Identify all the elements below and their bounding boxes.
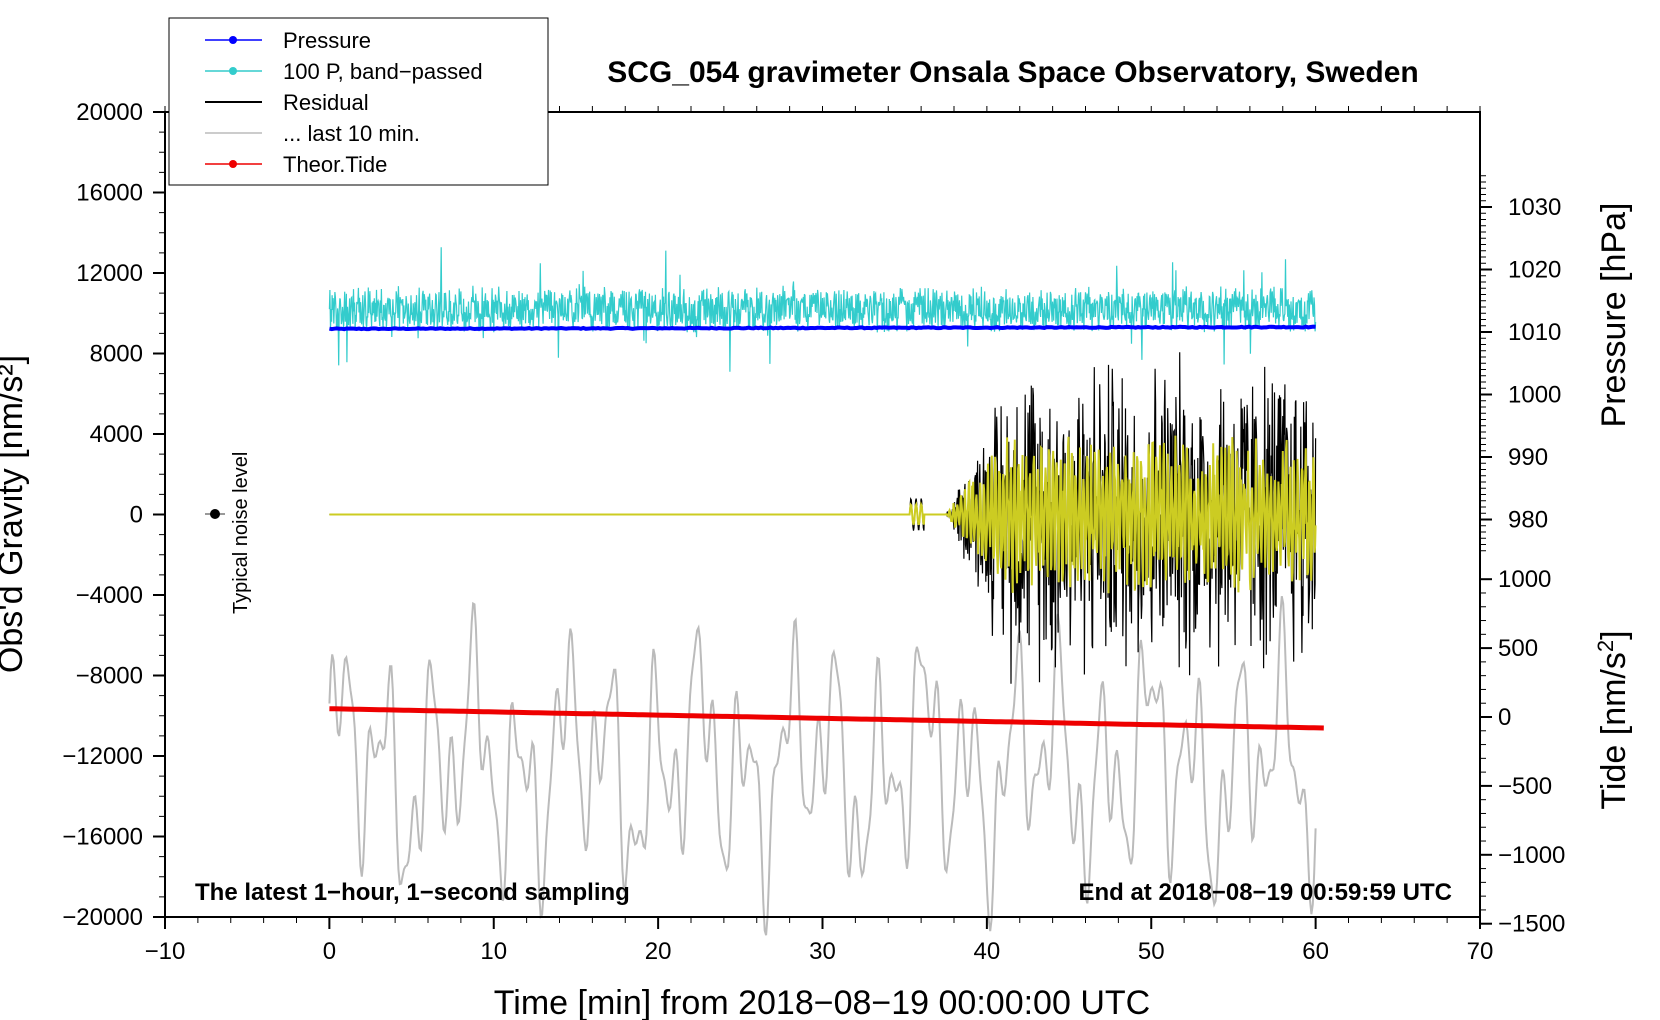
y-axis-label-pressure: Pressure [hPa] — [1595, 203, 1633, 428]
band-passed-line — [328, 247, 1317, 372]
y-tick-label: 16000 — [76, 180, 143, 207]
tide-tick-label: 1000 — [1498, 566, 1551, 593]
legend-label: ... last 10 min. — [283, 121, 420, 146]
last-10-min-line — [328, 596, 1317, 936]
legend-marker — [229, 67, 237, 75]
x-axis-ticks: −10 0 10 20 30 40 50 60 70 — [145, 106, 1494, 965]
pressure-tick-label: 1010 — [1508, 319, 1561, 346]
pressure-line — [329, 324, 1316, 332]
y-axis-ticks: −20000 −16000 −12000 −8000 −4000 0 4000 8000 120… — [62, 99, 165, 931]
pressure-tick-label: 1020 — [1508, 257, 1561, 284]
legend-marker — [229, 160, 237, 168]
noise-label: Typical noise level — [230, 452, 252, 614]
y-tick-label: −4000 — [76, 582, 143, 609]
x-tick-label: 50 — [1138, 938, 1165, 965]
y-tick-label: 4000 — [90, 421, 143, 448]
tide-axis-ticks: −1500 −1000 −500 0 500 1000 — [1480, 566, 1565, 938]
x-tick-label: 60 — [1302, 938, 1329, 965]
pressure-tick-label: 1000 — [1508, 382, 1561, 409]
tide-tick-label: 0 — [1498, 704, 1511, 731]
legend-label: Pressure — [283, 28, 371, 53]
y-tick-label: 20000 — [76, 99, 143, 126]
last-10-min-series — [328, 596, 1317, 936]
y-tick-label: 12000 — [76, 260, 143, 287]
annotation-bottom-left: The latest 1−hour, 1−second sampling — [195, 879, 630, 906]
residual-lowpass-series — [329, 435, 1317, 594]
y-tick-label: 8000 — [90, 341, 143, 368]
y-tick-label: −20000 — [62, 904, 143, 931]
pressure-tick-label: 980 — [1508, 507, 1548, 534]
y-tick-label: −12000 — [62, 743, 143, 770]
tide-tick-label: −1500 — [1498, 911, 1565, 938]
legend-label: Theor.Tide — [283, 152, 387, 177]
legend-marker — [229, 36, 237, 44]
noise-marker: Typical noise level — [205, 452, 252, 614]
x-tick-label: 20 — [645, 938, 672, 965]
band-passed-pressure-series — [328, 247, 1317, 372]
x-tick-label: 10 — [480, 938, 507, 965]
tide-tick-label: −500 — [1498, 773, 1552, 800]
chart-title: SCG_054 gravimeter Onsala Space Observat… — [607, 56, 1419, 89]
pressure-tick-label: 990 — [1508, 444, 1548, 471]
x-axis-label: Time [min] from 2018−08−19 00:00:00 UTC — [494, 984, 1150, 1020]
tide-tick-label: −1000 — [1498, 842, 1565, 869]
y-tick-label: −8000 — [76, 663, 143, 690]
legend-label: Residual — [283, 90, 369, 115]
y-tick-label: −16000 — [62, 824, 143, 851]
residual-lowpass-line — [329, 435, 1317, 594]
y-tick-label: 0 — [130, 502, 143, 529]
y-axis-label-left: Obs'd Gravity [nm/s²] — [0, 355, 30, 673]
legend: Pressure 100 P, band−passed Residual ... la… — [168, 17, 549, 186]
theoretical-tide-series — [329, 706, 1324, 731]
pressure-axis-ticks: 980 990 1000 1010 1020 1030 — [1480, 175, 1561, 552]
x-tick-label: 30 — [809, 938, 836, 965]
x-tick-label: 0 — [323, 938, 336, 965]
annotation-bottom-right: End at 2018−08−19 00:59:59 UTC — [1078, 879, 1452, 906]
x-tick-label: 40 — [974, 938, 1001, 965]
tide-tick-label: 500 — [1498, 635, 1538, 662]
tide-line — [329, 706, 1324, 731]
pressure-series — [329, 324, 1316, 332]
x-tick-label: −10 — [145, 938, 186, 965]
legend-label: 100 P, band−passed — [283, 59, 483, 84]
pressure-tick-label: 1030 — [1508, 194, 1561, 221]
x-tick-label: 70 — [1467, 938, 1494, 965]
y-axis-label-tide: Tide [nm/s2] — [1593, 630, 1633, 809]
